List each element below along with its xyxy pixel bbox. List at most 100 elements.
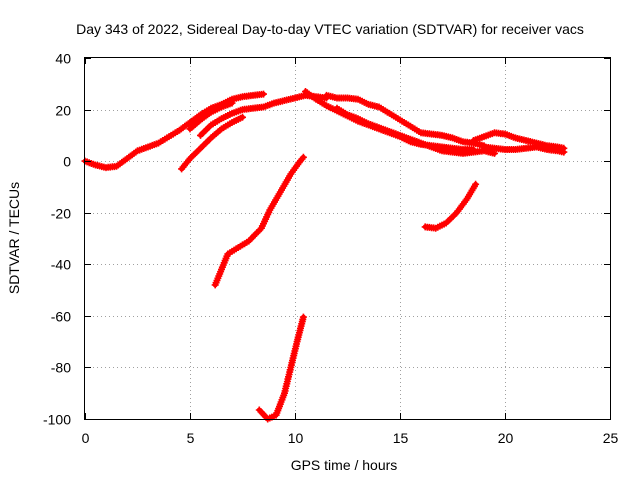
y-tick-label: -40 [51,257,71,273]
data-point [220,267,223,271]
series-track-11 [421,180,480,232]
data-point [430,145,433,149]
series-track-7 [333,104,498,157]
data-point [451,150,454,154]
data-point [230,101,234,105]
y-tick-label: -20 [51,206,71,222]
data-point [234,247,238,251]
data-point [409,137,412,141]
data-point [274,413,278,417]
data-point [251,106,255,110]
data-point [293,96,297,100]
plot-frame [84,57,611,420]
series-markers [211,153,307,289]
y-tick-label: 20 [55,103,71,119]
data-point [262,92,265,96]
series-track-1 [81,90,267,172]
data-point [335,106,339,110]
data-point [304,90,307,93]
data-point [199,118,202,122]
data-point [146,145,150,149]
data-point [493,131,496,135]
data-point [434,226,438,230]
series-markers [421,180,480,232]
x-tick-label: 20 [498,430,514,446]
data-point [465,197,469,200]
data-point [295,340,299,344]
data-point [472,139,475,142]
data-point [136,149,139,153]
series-track-12 [255,313,307,423]
data-point [289,172,293,176]
data-point [335,96,339,100]
data-point [440,149,444,153]
series-track-2 [186,99,236,133]
data-point [524,146,528,150]
data-point [188,121,192,124]
data-point [474,182,478,186]
x-tick-label: 15 [393,430,409,446]
data-point [461,151,465,155]
y-tick-label: -80 [51,360,71,376]
data-point [167,135,171,139]
data-point [545,148,549,151]
data-point [535,145,538,149]
data-point [241,115,244,119]
data-point [346,113,349,117]
data-point [451,136,454,140]
data-point [94,163,97,167]
data-point [283,391,286,395]
data-point [388,111,391,115]
y-tick-label: -100 [43,412,71,428]
data-point [115,164,118,168]
data-point [472,150,475,154]
series-track-6 [323,91,488,150]
data-point [188,157,192,161]
axis-ticks: -100 -80 -60 -40 -20 0 20 40 0 5 10 15 20 25 [43,51,619,447]
data-point [272,101,276,105]
data-point [301,315,305,319]
data-point [251,93,255,97]
data-point [241,108,244,112]
series-markers [81,90,267,172]
data-point [440,133,444,137]
data-point [268,208,272,212]
data-point [503,132,507,136]
data-point [556,149,559,153]
data-point [157,141,160,145]
data-point [377,105,381,109]
data-point [493,146,496,150]
data-point [283,99,286,102]
data-point [314,97,318,101]
data-point [259,226,263,230]
data-point [325,104,328,108]
data-point [562,150,566,154]
data-point [346,96,349,100]
data-point [493,151,496,155]
data-point [289,365,293,369]
data-point [241,95,244,99]
series-trace [303,89,476,152]
data-point [213,283,217,287]
data-point [514,136,517,140]
chart-title: Day 343 of 2022, Sidereal Day-to-day VTE… [76,21,584,37]
series-track-9 [480,143,568,156]
x-tick-label: 10 [288,430,304,446]
x-axis-label: GPS time / hours [291,457,398,473]
data-point [419,141,423,145]
data-point [199,113,202,117]
series-track-4 [178,113,246,173]
data-point [524,139,528,142]
data-point [199,133,202,137]
data-point [430,132,433,136]
data-point [367,102,370,106]
y-tick-label: -60 [51,309,71,325]
data-point [278,190,282,194]
data-point [455,211,459,215]
data-point [423,225,427,229]
data-point [388,130,391,133]
data-point [230,121,234,124]
y-tick-label: 40 [55,51,71,67]
data-point [356,97,360,101]
